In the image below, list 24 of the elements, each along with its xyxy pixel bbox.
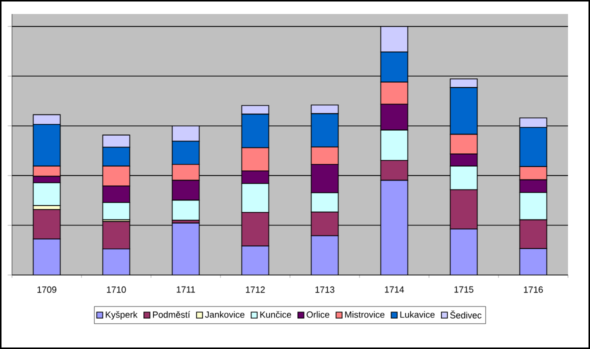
- x-tick-label: 1710: [106, 286, 126, 293]
- bar: [241, 246, 270, 275]
- legend-label: Šedivec: [450, 310, 482, 318]
- legend-label: Lukavice: [400, 311, 435, 318]
- bar: [450, 228, 478, 275]
- bar: [519, 248, 548, 275]
- bar: [32, 238, 61, 275]
- x-tick-label: 1716: [524, 286, 543, 293]
- x-tick-label: 1712: [246, 286, 265, 293]
- bar: [102, 248, 130, 275]
- bar: [172, 222, 200, 275]
- legend-label: Mistrovice: [345, 311, 384, 318]
- legend-label: Kunčice: [260, 311, 292, 318]
- legend-label: Jankovice: [205, 311, 244, 318]
- x-tick-label: 1709: [37, 286, 56, 293]
- x-tick-label: 1713: [315, 286, 334, 293]
- legend-label: Kyšperk: [106, 311, 138, 320]
- legend-label: Orlice: [306, 311, 330, 318]
- x-tick-label: 1715: [454, 286, 474, 293]
- bar: [380, 180, 408, 275]
- legend-label: Podměstí: [153, 311, 190, 318]
- bar: [310, 235, 339, 275]
- x-tick-label: 1714: [384, 286, 404, 293]
- x-tick-label: 1711: [176, 286, 195, 293]
